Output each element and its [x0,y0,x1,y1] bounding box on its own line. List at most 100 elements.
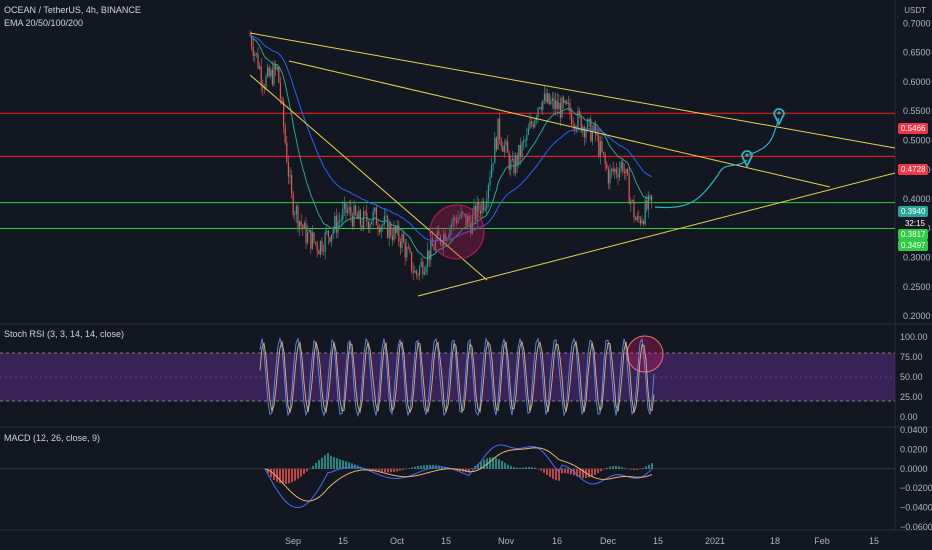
candle-body [449,227,451,237]
time-tick-label: 15 [441,536,451,546]
macd-histogram-bar [561,468,563,474]
candle-body [292,193,294,215]
macd-histogram-bar [612,466,614,469]
candle-body [323,251,325,252]
macd-histogram-bar [387,468,389,473]
symbol-title[interactable]: OCEAN / TetherUS, 4h, BINANCE [4,5,141,15]
candle-body [420,261,422,267]
macd-histogram-bar [327,453,329,469]
macd-histogram-bar [597,468,599,474]
projection-pin [773,108,785,127]
candle-body [516,155,518,165]
candle-body [385,216,387,217]
candle-body [294,214,296,216]
ema-lines [249,34,652,259]
macd-histogram-bar [345,461,347,469]
candle-body [366,212,368,222]
candle-body [625,169,627,174]
candle-body [507,141,509,153]
candle-body [284,126,286,143]
candle-body [547,93,549,103]
candle-body [404,242,406,258]
candle-body [564,100,566,103]
candle-body [414,270,416,273]
candle-body [563,97,565,103]
macd-histogram-bar [411,467,413,469]
candle-body [265,76,267,89]
candle-body [315,241,317,244]
candle-body [551,98,553,102]
candle-body [635,218,637,221]
candle-body [487,185,489,199]
candle-body [524,140,526,142]
macd-histogram-bar [618,466,620,469]
macd-histogram-bar [636,468,638,470]
candle-body [529,121,531,129]
candle-body [295,206,297,215]
candle-body [566,100,568,105]
candle-body [311,232,313,249]
ema-indicator-label[interactable]: EMA 20/50/100/200 [4,18,84,28]
time-tick-label: 15 [653,536,663,546]
candle-body [398,225,400,242]
candle-body [486,198,488,209]
time-tick-label: 2021 [705,536,725,546]
macd-histogram-bar [339,459,341,469]
macd-histogram-bar [510,466,512,469]
candle-body [267,67,269,77]
candle-body [567,103,569,105]
macd-histogram-bar [648,464,650,469]
macd-histogram-bar [342,460,344,469]
candle-body [459,217,461,219]
candle-body [460,211,462,218]
macd-histogram-bar [600,468,602,472]
time-tick-label: Sep [285,536,301,546]
candle-body [356,214,358,220]
candle-body [455,220,457,223]
candle-body [572,124,574,126]
macd-histogram-bar [291,468,293,483]
candle-body [443,233,445,246]
macd-histogram-bar [441,466,443,469]
candle-body [260,66,262,84]
candle-body [334,216,336,230]
candle-body [619,168,621,178]
macd-histogram-bar [555,468,557,481]
candle-body [427,250,429,268]
macd-histogram-bar [474,466,476,469]
price-tick-label: 0.5000 [903,136,931,146]
candle-body [383,216,385,225]
stoch-rsi-label[interactable]: Stoch RSI (3, 3, 14, 14, close) [4,329,125,339]
candle-body [281,98,283,101]
stoch-tick-label: 25.00 [900,392,923,402]
macd-histogram-bar [639,468,641,470]
candle-body [518,144,520,165]
macd-histogram-bar [558,468,560,481]
candle-body [615,168,617,174]
macd-histogram-bar [420,465,422,469]
candle-body [415,270,417,275]
macd-histogram-bar [369,468,371,470]
time-tick-label: Nov [498,536,515,546]
currency-label[interactable]: USDT [904,6,926,15]
candle-body [647,195,649,210]
macd-histogram-bar [333,457,335,469]
macd-histogram-bar [468,468,470,473]
macd-histogram-bar [489,457,491,469]
candle-body [380,226,382,233]
candle-body [497,118,499,150]
candle-body [387,216,389,238]
stoch-k-line [259,336,655,418]
macd-histogram-bar [381,468,383,473]
price-badge-support: 0.3817 [898,229,928,240]
macd-histogram-bar [576,468,578,477]
candle-body [599,141,601,156]
stoch-rsi-lines [259,335,664,418]
macd-histogram-bar [330,455,332,469]
macd-histogram-bar [642,468,644,469]
macd-histogram-bar [492,457,494,469]
candle-body [375,207,377,226]
macd-label[interactable]: MACD (12, 26, close, 9) [4,433,101,443]
candle-body [628,174,630,205]
